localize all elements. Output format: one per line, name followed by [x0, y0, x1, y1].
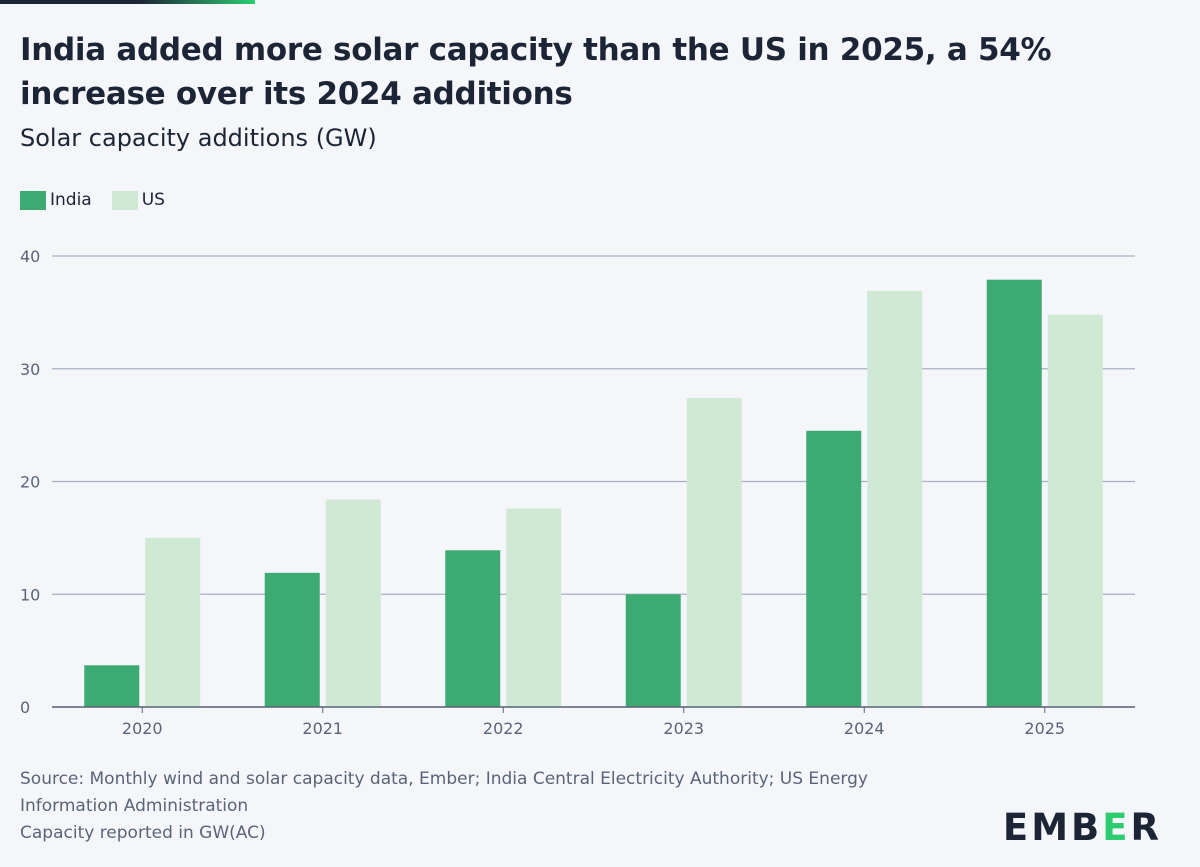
source-line-1: Source: Monthly wind and solar capacity …	[20, 769, 868, 789]
bar-india-2020	[84, 665, 140, 707]
bar-india-2023	[625, 594, 681, 707]
bar-us-2020	[145, 537, 201, 707]
legend-item-india: India	[20, 190, 92, 210]
legend: India US	[20, 190, 185, 210]
chart-title: India added more solar capacity than the…	[20, 32, 1052, 112]
legend-swatch-us	[111, 190, 138, 210]
logo-text-1: EMB	[1002, 806, 1103, 849]
bar-chart: 0 10 20 30 40 2020 2021 2022 2023 2024 2025	[20, 247, 1135, 738]
bar-india-2025	[986, 279, 1042, 707]
bar-us-2022	[506, 508, 562, 707]
bar-us-2025	[1047, 314, 1103, 707]
x-tick-label: 2023	[663, 719, 704, 738]
legend-label-us: US	[141, 190, 165, 210]
bar-us-2023	[686, 398, 742, 707]
chart-subtitle: Solar capacity additions (GW)	[20, 124, 377, 152]
x-tick-label: 2021	[302, 719, 343, 738]
x-tick-label: 2022	[483, 719, 524, 738]
y-tick-label: 0	[20, 698, 30, 717]
y-tick-label: 30	[20, 360, 40, 379]
y-tick-label: 10	[20, 585, 40, 604]
y-tick-label: 20	[20, 473, 40, 492]
x-tick-label: 2024	[844, 719, 885, 738]
x-tick-label: 2020	[122, 719, 163, 738]
y-tick-label: 40	[20, 247, 40, 266]
source-line-2: Information Administration	[20, 796, 249, 816]
capacity-note: Capacity reported in GW(AC)	[20, 823, 266, 843]
legend-item-us: US	[111, 190, 165, 210]
x-tick-label: 2025	[1024, 719, 1065, 738]
legend-label-india: India	[50, 190, 92, 210]
top-accent-bar	[0, 0, 255, 4]
logo-text-e: E	[1102, 806, 1131, 849]
logo-text-r: R	[1130, 806, 1162, 849]
bar-india-2022	[445, 550, 501, 707]
bar-us-2021	[325, 499, 381, 707]
bar-india-2021	[264, 572, 320, 707]
bar-india-2024	[806, 430, 862, 707]
legend-swatch-india	[20, 190, 46, 210]
bar-us-2024	[867, 290, 923, 707]
source-note: Source: Monthly wind and solar capacity …	[20, 766, 980, 847]
ember-logo: EMBER	[1003, 806, 1162, 849]
